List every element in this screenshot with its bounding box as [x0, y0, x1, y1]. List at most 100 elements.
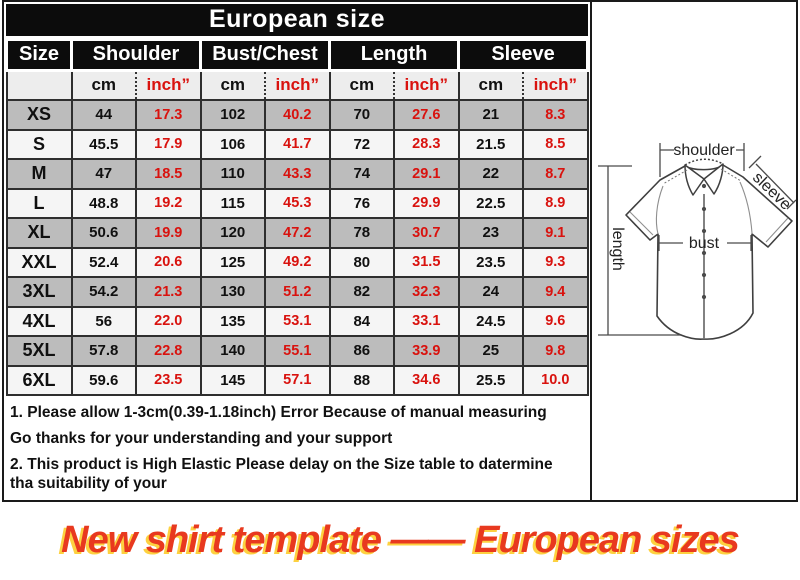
- value-cell: 17.3: [135, 99, 202, 131]
- size-cell: 5XL: [5, 335, 73, 367]
- value-cell: 33.9: [393, 335, 460, 367]
- table-row: M 47 18.5 110 43.3 74 29.1 22 8.7: [5, 158, 589, 190]
- table-row: 6XL 59.6 23.5 145 57.1 88 34.6 25.5 10.0: [5, 364, 589, 396]
- value-cell: 30.7: [393, 217, 460, 249]
- size-chart-sheet: European size Size Shoulder Bust/Chest L…: [2, 0, 798, 502]
- shirt-measurement-diagram: shoulder bust length sleeve: [598, 142, 796, 340]
- value-cell: 45.5: [70, 128, 137, 160]
- value-cell: 21.5: [457, 128, 525, 160]
- footer-title: New shirt template —— European sizes: [61, 518, 740, 561]
- value-cell: 8.3: [522, 99, 589, 131]
- unit-inch-length: inch”: [393, 69, 460, 101]
- unit-empty-cell: [5, 69, 73, 101]
- value-cell: 48.8: [70, 187, 137, 219]
- value-cell: 82: [328, 276, 396, 308]
- value-cell: 25: [457, 335, 525, 367]
- note-line-2: Go thanks for your understanding and you…: [10, 430, 393, 447]
- label-length: length: [609, 227, 626, 271]
- label-bust: bust: [689, 235, 720, 252]
- value-cell: 145: [199, 364, 267, 396]
- value-cell: 125: [199, 246, 267, 278]
- table-row: XS 44 17.3 102 40.2 70 27.6 21 8.3: [5, 99, 589, 131]
- value-cell: 52.4: [70, 246, 137, 278]
- value-cell: 22: [457, 158, 525, 190]
- table-section: European size Size Shoulder Bust/Chest L…: [4, 2, 590, 500]
- value-cell: 110: [199, 158, 267, 190]
- shirt-collar: [684, 158, 724, 196]
- col-header-sleeve: Sleeve: [457, 37, 590, 72]
- value-cell: 23.5: [457, 246, 525, 278]
- shirt-placket-buttons: [662, 168, 742, 338]
- value-cell: 21.3: [135, 276, 202, 308]
- value-cell: 19.9: [135, 217, 202, 249]
- value-cell: 24.5: [457, 305, 525, 337]
- table-row: 3XL 54.2 21.3 130 51.2 82 32.3 24 9.4: [5, 276, 589, 308]
- value-cell: 55.1: [264, 335, 331, 367]
- value-cell: 21: [457, 99, 525, 131]
- value-cell: 34.6: [393, 364, 460, 396]
- value-cell: 10.0: [522, 364, 589, 396]
- value-cell: 9.4: [522, 276, 589, 308]
- value-cell: 80: [328, 246, 396, 278]
- note-line-1: 1. Please allow 1-3cm(0.39-1.18inch) Err…: [10, 404, 547, 421]
- value-cell: 41.7: [264, 128, 331, 160]
- value-cell: 56: [70, 305, 137, 337]
- footer: New shirt template —— European sizes: [0, 502, 800, 578]
- value-cell: 8.9: [522, 187, 589, 219]
- value-cell: 24: [457, 276, 525, 308]
- value-cell: 40.2: [264, 99, 331, 131]
- size-cell: 4XL: [5, 305, 73, 337]
- value-cell: 70: [328, 99, 396, 131]
- column-header-row: Size Shoulder Bust/Chest Length Sleeve: [5, 37, 590, 72]
- value-cell: 50.6: [70, 217, 137, 249]
- notes-block: 1. Please allow 1-3cm(0.39-1.18inch) Err…: [4, 396, 590, 500]
- value-cell: 31.5: [393, 246, 460, 278]
- value-cell: 19.2: [135, 187, 202, 219]
- value-cell: 33.1: [393, 305, 460, 337]
- label-shoulder: shoulder: [673, 142, 735, 159]
- value-cell: 102: [199, 99, 267, 131]
- value-cell: 9.6: [522, 305, 589, 337]
- table-row: XL 50.6 19.9 120 47.2 78 30.7 23 9.1: [5, 217, 589, 249]
- value-cell: 23: [457, 217, 525, 249]
- value-cell: 25.5: [457, 364, 525, 396]
- unit-inch-shoulder: inch”: [135, 69, 202, 101]
- col-header-size: Size: [5, 37, 73, 72]
- unit-cm-bust: cm: [199, 69, 267, 101]
- value-cell: 22.0: [135, 305, 202, 337]
- unit-inch-bust: inch”: [264, 69, 331, 101]
- value-cell: 78: [328, 217, 396, 249]
- value-cell: 84: [328, 305, 396, 337]
- value-cell: 23.5: [135, 364, 202, 396]
- value-cell: 20.6: [135, 246, 202, 278]
- value-cell: 47.2: [264, 217, 331, 249]
- value-cell: 8.7: [522, 158, 589, 190]
- value-cell: 88: [328, 364, 396, 396]
- unit-inch-sleeve: inch”: [522, 69, 589, 101]
- size-cell: XS: [5, 99, 73, 131]
- value-cell: 86: [328, 335, 396, 367]
- value-cell: 8.5: [522, 128, 589, 160]
- note-line-3: 2. This product is High Elastic Please d…: [10, 456, 553, 492]
- col-header-shoulder: Shoulder: [69, 37, 203, 72]
- table-row: 4XL 56 22.0 135 53.1 84 33.1 24.5 9.6: [5, 305, 589, 337]
- value-cell: 120: [199, 217, 267, 249]
- value-cell: 18.5: [135, 158, 202, 190]
- col-header-bust-chest: Bust/Chest: [199, 37, 332, 72]
- value-cell: 49.2: [264, 246, 331, 278]
- value-cell: 59.6: [70, 364, 137, 396]
- value-cell: 106: [199, 128, 267, 160]
- value-cell: 22.8: [135, 335, 202, 367]
- unit-cm-shoulder: cm: [70, 69, 137, 101]
- size-table-body: XS 44 17.3 102 40.2 70 27.6 21 8.3 S 45.5 17.9 106 41…: [5, 99, 589, 396]
- shirt-outline: [625, 164, 793, 340]
- unit-cm-sleeve: cm: [457, 69, 525, 101]
- value-cell: 76: [328, 187, 396, 219]
- size-cell: 3XL: [5, 276, 73, 308]
- banner-title: European size: [6, 4, 588, 36]
- table-row: S 45.5 17.9 106 41.7 72 28.3 21.5 8.5: [5, 128, 589, 160]
- value-cell: 9.1: [522, 217, 589, 249]
- unit-cm-length: cm: [328, 69, 396, 101]
- size-cell: 6XL: [5, 364, 73, 396]
- size-cell: M: [5, 158, 73, 190]
